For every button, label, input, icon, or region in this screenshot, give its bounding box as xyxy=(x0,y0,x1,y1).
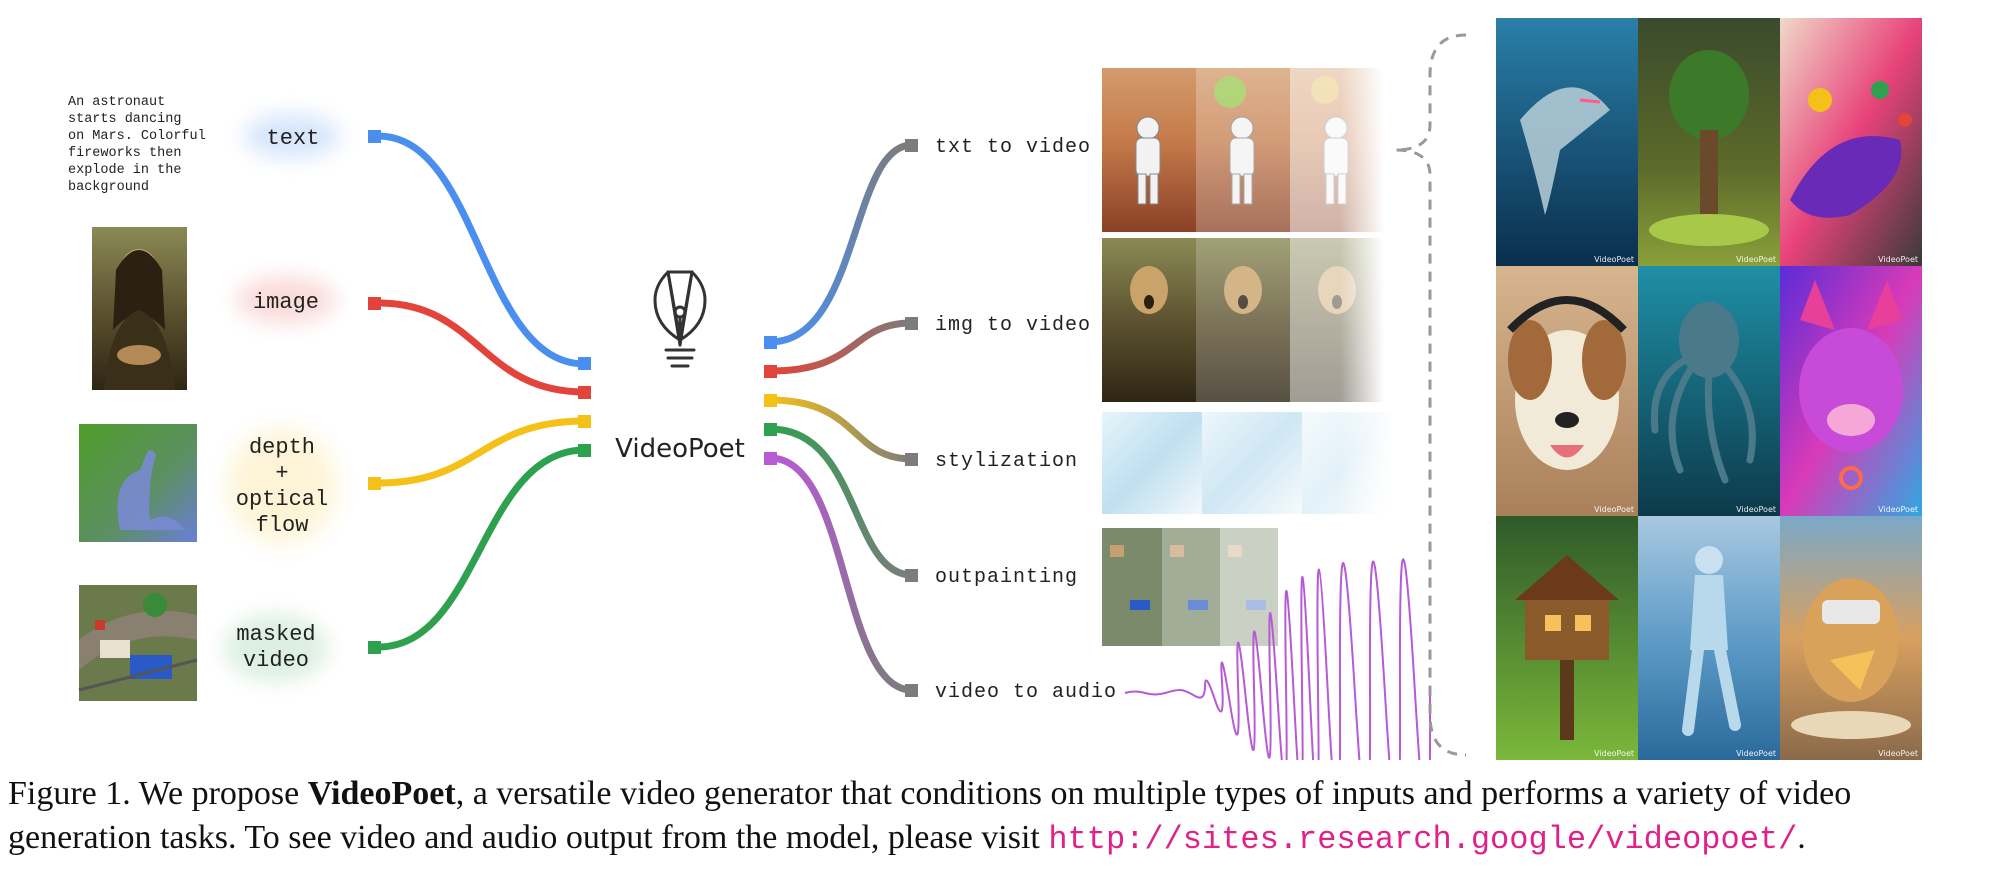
img-to-video-frames xyxy=(1102,238,1384,402)
output-gallery: VideoPoet VideoPoet VideoPoet VideoPoet … xyxy=(1496,18,1922,760)
connector-image xyxy=(374,299,589,396)
dashed-bracket xyxy=(1394,33,1467,757)
prompt-line: fireworks then xyxy=(68,146,181,161)
caption-prefix: Figure 1. We propose xyxy=(8,775,308,812)
connector-depth xyxy=(374,417,589,487)
watermark: VideoPoet xyxy=(1594,255,1634,264)
caption-suffix: . xyxy=(1797,819,1806,856)
output-connectors xyxy=(766,141,916,694)
watermark: VideoPoet xyxy=(1594,505,1634,514)
connector-img-to-video xyxy=(766,319,916,375)
gallery-tile-golden-vr xyxy=(1780,516,1922,760)
input-label-optical: optical xyxy=(236,487,328,512)
watermark: VideoPoet xyxy=(1878,255,1918,264)
task-outpainting: outpainting xyxy=(935,566,1078,589)
prompt-line: An astronaut xyxy=(68,95,165,110)
task-video-to-audio: video to audio xyxy=(935,681,1117,704)
task-stylization: stylization xyxy=(935,450,1078,473)
watermark: VideoPoet xyxy=(1878,749,1918,758)
gallery-tile-shark xyxy=(1496,18,1638,266)
gallery-tile-tree xyxy=(1638,18,1780,266)
depth-map-image xyxy=(79,424,197,542)
mona-lisa-image xyxy=(92,227,187,390)
connector-masked xyxy=(374,446,589,651)
gallery-watermarks: VideoPoet VideoPoet VideoPoet VideoPoet … xyxy=(1594,255,1918,758)
input-ports xyxy=(368,130,591,654)
model-name: VideoPoet xyxy=(615,434,745,464)
watermark: VideoPoet xyxy=(1736,505,1776,514)
input-label-masked: masked xyxy=(236,622,315,647)
prompt-line: background xyxy=(68,180,149,195)
watermark: VideoPoet xyxy=(1594,749,1634,758)
input-connectors xyxy=(374,132,589,651)
input-label-plus: + xyxy=(275,461,288,486)
watermark: VideoPoet xyxy=(1736,255,1776,264)
caption-bold-name: VideoPoet xyxy=(307,775,456,812)
videopoet-diagram: An astronaut starts dancing on Mars. Col… xyxy=(68,18,1922,760)
input-label-text: text xyxy=(267,126,320,151)
connector-text xyxy=(374,132,589,368)
caption-body: , a versatile video generator that condi… xyxy=(8,775,1852,856)
input-label-depth: depth xyxy=(249,435,315,460)
connector-txt-to-video xyxy=(766,141,916,346)
figure-caption: Figure 1. We propose VideoPoet, a versat… xyxy=(8,772,1993,862)
text-prompt: An astronaut starts dancing on Mars. Col… xyxy=(68,95,206,195)
prompt-line: starts dancing xyxy=(68,112,181,127)
gallery-tile-paint xyxy=(1780,18,1922,266)
fountain-pen-icon xyxy=(653,270,707,368)
txt-to-video-frames xyxy=(1102,68,1384,232)
task-img-to-video: img to video xyxy=(935,314,1091,337)
gallery-tile-treehouse xyxy=(1496,516,1638,760)
watermark: VideoPoet xyxy=(1878,505,1918,514)
stylization-frames xyxy=(1102,412,1394,514)
outpainting-frames xyxy=(1102,528,1278,646)
prompt-line: on Mars. Colorful xyxy=(68,129,206,144)
input-label-video: video xyxy=(243,648,309,673)
caption-url-link[interactable]: http://sites.research.google/videopoet/ xyxy=(1048,821,1798,858)
audio-waveform xyxy=(1124,558,1432,760)
gallery-tile-neon-dog xyxy=(1780,266,1922,516)
connector-stylization xyxy=(766,396,916,463)
input-label-flow: flow xyxy=(256,513,309,538)
gallery-tile-dog-headphones xyxy=(1496,266,1638,516)
connector-video-to-audio xyxy=(766,454,916,694)
watermark: VideoPoet xyxy=(1736,749,1776,758)
gallery-tile-water-figure xyxy=(1638,516,1780,760)
connector-outpainting xyxy=(766,425,916,579)
output-ports xyxy=(764,139,918,697)
task-txt-to-video: txt to video xyxy=(935,136,1091,159)
input-label-image: image xyxy=(253,290,319,315)
gallery-tile-octopus xyxy=(1638,266,1780,516)
masked-video-image xyxy=(78,585,198,701)
prompt-line: explode in the xyxy=(68,163,181,178)
